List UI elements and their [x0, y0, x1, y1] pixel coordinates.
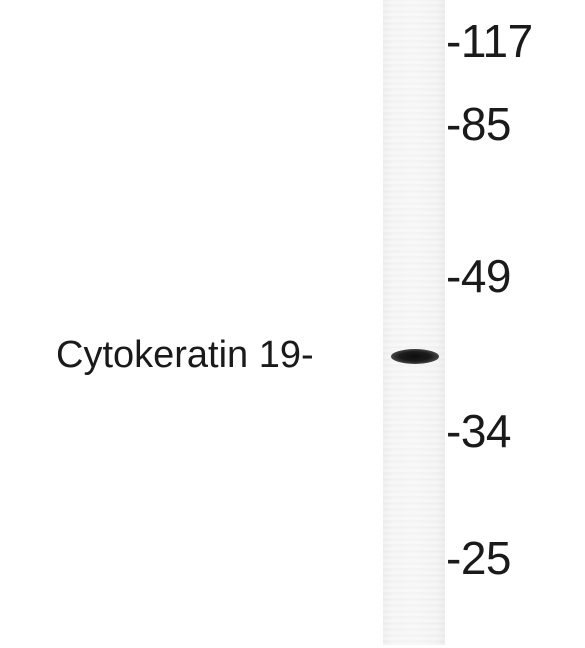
blot-lane [383, 0, 445, 645]
protein-band [391, 349, 439, 364]
marker-label-25: -25 [446, 532, 511, 584]
marker-label-117: -117 [446, 15, 533, 67]
protein-label: Cytokeratin 19- [56, 334, 314, 376]
marker-label-85: -85 [446, 98, 511, 150]
marker-label-49: -49 [446, 250, 511, 302]
marker-label-34: -34 [446, 405, 511, 457]
